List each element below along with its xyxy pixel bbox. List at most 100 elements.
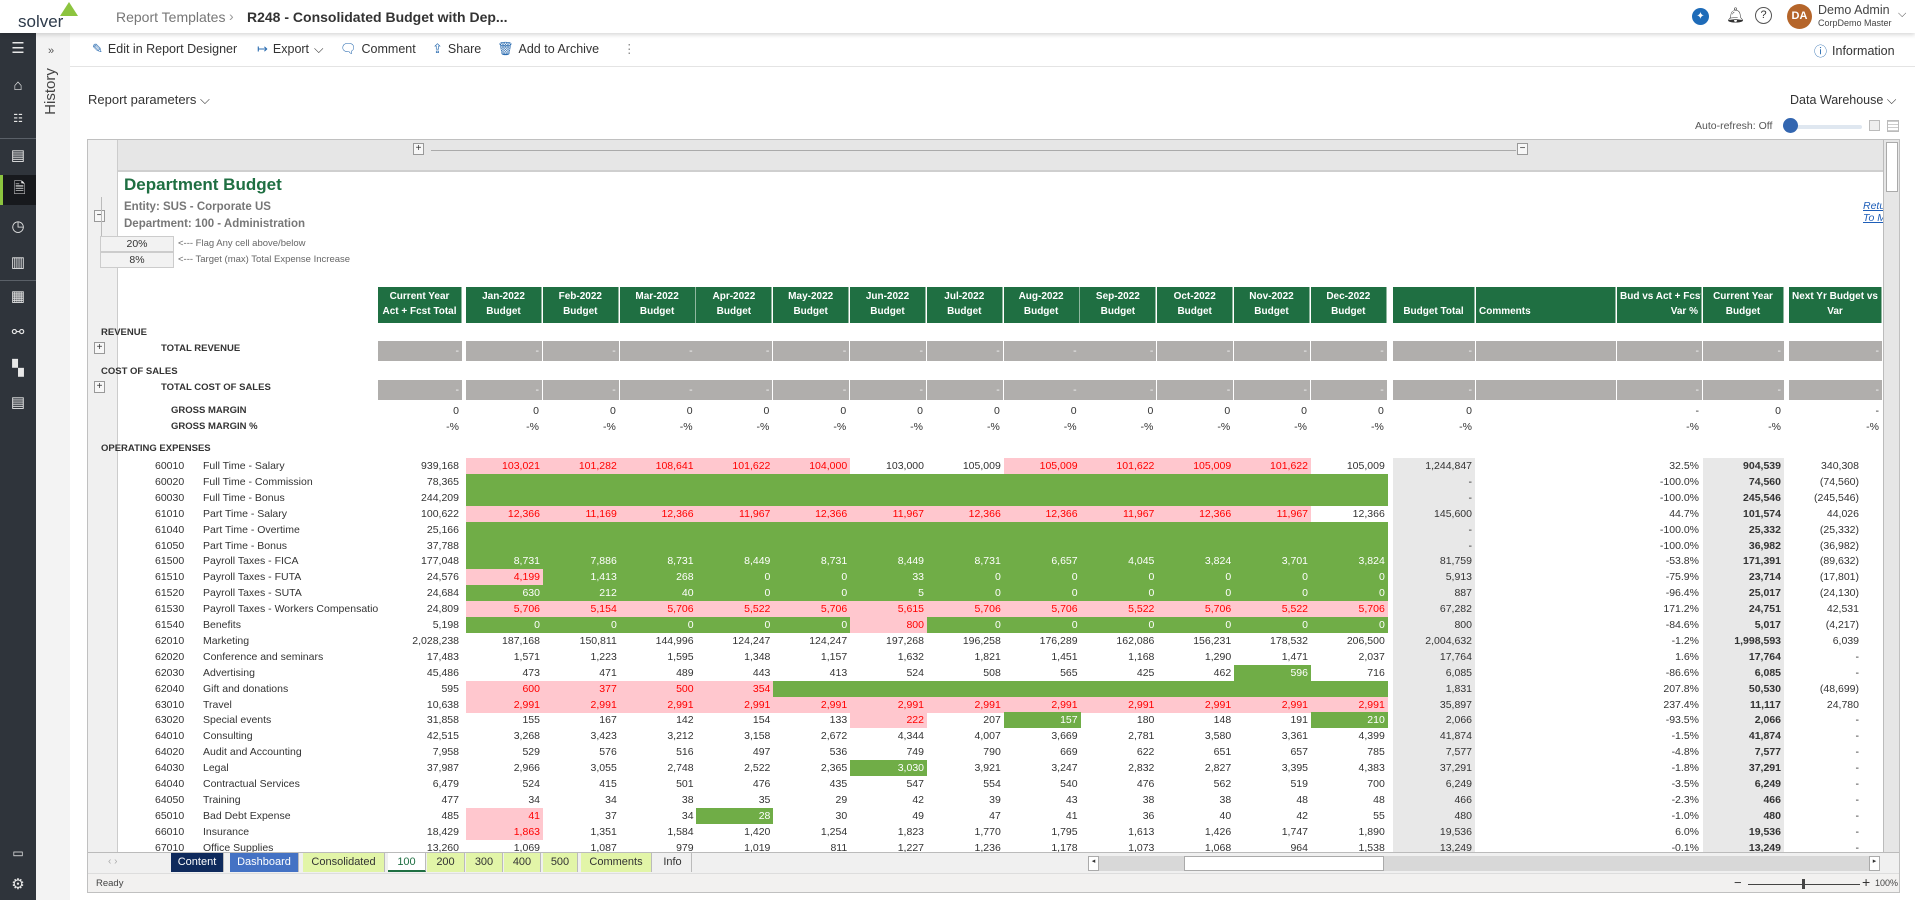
collapse-columns-button[interactable]: − xyxy=(1517,143,1528,155)
budget-cell[interactable]: 5,615 xyxy=(850,601,927,618)
budget-cell[interactable]: 0 xyxy=(1080,585,1158,602)
budget-cell[interactable]: 1,236 xyxy=(974,841,1001,854)
budget-cell[interactable]: 2,991 xyxy=(542,696,620,713)
budget-cell[interactable]: 1,890 xyxy=(1358,825,1385,838)
budget-cell[interactable]: 2,832 xyxy=(1128,762,1155,775)
budget-cell[interactable]: 49 xyxy=(912,809,924,822)
budget-cell[interactable]: 0 xyxy=(1234,585,1311,602)
budget-cell[interactable]: 500 xyxy=(619,680,697,697)
budget-cell[interactable]: 207 xyxy=(983,714,1001,727)
budget-cell[interactable] xyxy=(926,489,1004,506)
budget-cell[interactable]: 1,770 xyxy=(974,825,1001,838)
budget-cell[interactable]: 1,073 xyxy=(1128,841,1155,854)
budget-cell[interactable] xyxy=(1003,521,1081,538)
budget-cell[interactable]: 167 xyxy=(599,714,617,727)
more-button[interactable]: ⋮ xyxy=(623,42,636,56)
budget-cell[interactable] xyxy=(696,521,774,538)
budget-cell[interactable]: 35 xyxy=(758,793,771,806)
budget-cell[interactable]: 0 xyxy=(1157,617,1235,633)
comment-cell[interactable] xyxy=(1476,712,1616,728)
budget-cell[interactable] xyxy=(1003,489,1081,506)
budget-cell[interactable]: 0 xyxy=(1003,585,1081,602)
budget-cell[interactable]: 565 xyxy=(1060,666,1078,679)
reports-icon[interactable]: ▤ xyxy=(10,147,26,164)
budget-cell[interactable]: 1,348 xyxy=(744,650,771,663)
budget-cell[interactable]: 0 xyxy=(926,617,1004,633)
budget-cell[interactable] xyxy=(466,489,543,506)
budget-cell[interactable]: 8,449 xyxy=(696,553,774,570)
budget-cell[interactable]: 0 xyxy=(773,617,851,633)
budget-cell[interactable]: 497 xyxy=(752,746,771,759)
budget-cell[interactable]: 41 xyxy=(466,807,543,824)
budget-cell[interactable]: 0 xyxy=(1310,617,1388,633)
budget-cell[interactable]: 415 xyxy=(599,778,617,790)
budget-cell[interactable] xyxy=(542,521,620,538)
budget-cell[interactable]: 11,967 xyxy=(1080,505,1158,522)
budget-cell[interactable]: 12,366 xyxy=(466,505,543,522)
budget-cell[interactable]: 197,268 xyxy=(886,634,924,647)
budget-cell[interactable]: 519 xyxy=(1290,778,1308,790)
budget-cell[interactable]: 600 xyxy=(466,680,543,697)
budget-cell[interactable]: 0 xyxy=(1310,569,1388,586)
budget-cell[interactable]: 2,991 xyxy=(926,696,1004,713)
budget-cell[interactable]: 5,706 xyxy=(466,601,543,618)
budget-cell[interactable]: 5,706 xyxy=(926,601,1004,618)
budget-cell[interactable]: 38 xyxy=(681,793,694,806)
budget-cell[interactable]: 4,199 xyxy=(466,569,543,586)
budget-cell[interactable]: 1,413 xyxy=(542,569,620,586)
budget-cell[interactable]: 5,522 xyxy=(1234,601,1311,618)
budget-cell[interactable]: 0 xyxy=(1234,617,1311,633)
sheet-tab-dashboard[interactable]: Dashboard xyxy=(230,853,299,872)
budget-cell[interactable]: 1,632 xyxy=(897,650,924,663)
budget-cell[interactable] xyxy=(542,537,620,554)
budget-cell[interactable]: 34 xyxy=(605,793,617,806)
budget-cell[interactable]: 0 xyxy=(1157,585,1235,602)
budget-cell[interactable]: 669 xyxy=(1060,746,1078,759)
budget-cell[interactable]: 210 xyxy=(1310,712,1388,729)
budget-cell[interactable] xyxy=(466,521,543,538)
budget-cell[interactable] xyxy=(773,489,851,506)
budget-cell[interactable]: 5,706 xyxy=(1157,601,1235,618)
comment-cell[interactable] xyxy=(1476,569,1616,585)
budget-cell[interactable]: 1,595 xyxy=(667,650,694,663)
budget-cell[interactable]: 0 xyxy=(1234,569,1311,586)
budget-cell[interactable] xyxy=(696,473,774,490)
budget-cell[interactable]: 2,991 xyxy=(850,696,927,713)
budget-cell[interactable]: 11,967 xyxy=(696,505,774,522)
budget-cell[interactable]: 516 xyxy=(676,746,694,759)
budget-cell[interactable]: 596 xyxy=(1234,664,1311,681)
tasks-icon[interactable]: ☷ xyxy=(13,112,23,125)
comment-cell[interactable] xyxy=(1476,458,1616,474)
budget-cell[interactable]: 3,423 xyxy=(590,730,617,743)
budget-cell[interactable]: 462 xyxy=(1213,666,1232,679)
sheet-tab-content[interactable]: Content xyxy=(171,853,224,872)
budget-cell[interactable]: 1,613 xyxy=(1128,825,1155,838)
budget-cell[interactable]: 7,886 xyxy=(542,553,620,570)
budget-cell[interactable]: 3,824 xyxy=(1157,553,1235,570)
budget-cell[interactable] xyxy=(466,473,543,490)
budget-cell[interactable]: 554 xyxy=(983,778,1001,790)
budget-cell[interactable]: 547 xyxy=(906,778,924,790)
budget-cell[interactable] xyxy=(850,521,927,538)
budget-cell[interactable]: 11,967 xyxy=(850,505,927,522)
budget-cell[interactable]: 576 xyxy=(599,746,617,759)
budget-cell[interactable]: 1,254 xyxy=(820,825,848,838)
budget-cell[interactable]: 1,420 xyxy=(744,825,771,838)
budget-cell[interactable]: 8,731 xyxy=(619,553,697,570)
budget-cell[interactable]: 0 xyxy=(466,617,543,633)
report-templates-icon[interactable]: 🗎︎ xyxy=(0,175,36,205)
budget-cell[interactable] xyxy=(1310,680,1388,697)
budget-cell[interactable] xyxy=(926,521,1004,538)
library-icon[interactable]: ▥ xyxy=(10,254,26,271)
horizontal-scrollbar[interactable]: ◂ ▸ xyxy=(1088,856,1880,871)
breadcrumb-report-templates[interactable]: Report Templates xyxy=(116,9,226,25)
budget-cell[interactable]: 473 xyxy=(522,666,540,679)
budget-cell[interactable]: 0 xyxy=(773,585,851,602)
comment-cell[interactable] xyxy=(1476,776,1616,792)
expand-icon[interactable] xyxy=(1869,120,1880,131)
budget-cell[interactable] xyxy=(1310,473,1388,490)
budget-cell[interactable]: 3,921 xyxy=(974,762,1001,775)
budget-cell[interactable]: 3,669 xyxy=(1051,730,1078,743)
budget-cell[interactable]: 2,991 xyxy=(1310,696,1388,713)
budget-cell[interactable]: 1,747 xyxy=(1281,825,1308,838)
